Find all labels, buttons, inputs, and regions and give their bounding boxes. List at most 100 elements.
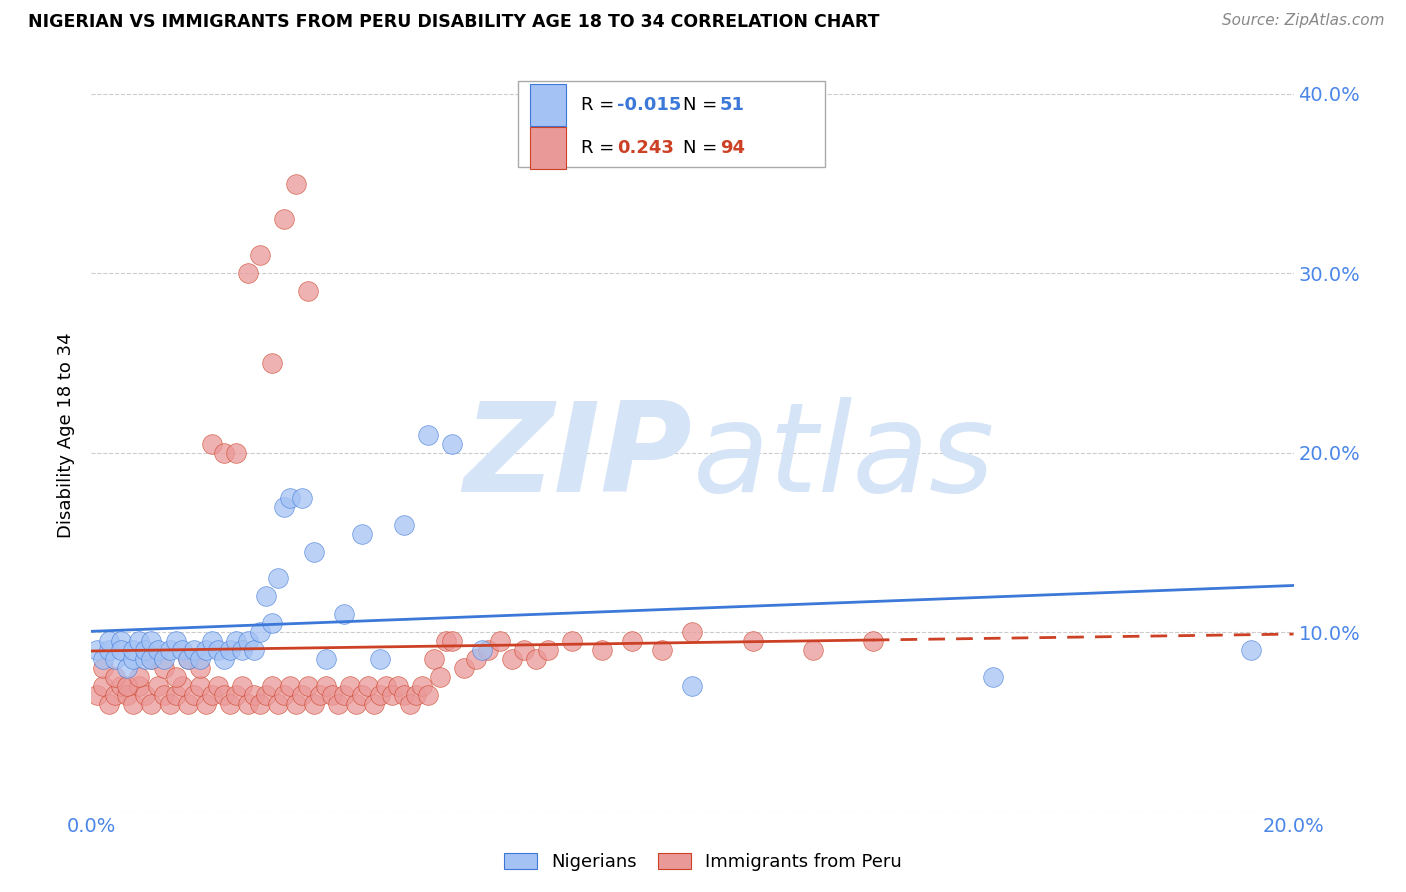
Point (392, 688, 415, 702)
Point (212, 688, 235, 702)
Point (254, 590, 277, 604)
Point (416, 428, 439, 442)
Point (357, 679, 380, 693)
Point (93, 661, 115, 675)
Bar (530, 84, 567, 126)
Point (110, 634, 132, 648)
Point (333, 688, 356, 702)
Point (399, 697, 422, 711)
Point (368, 652, 391, 666)
Point (134, 688, 156, 702)
Point (501, 652, 523, 666)
Point (128, 679, 150, 693)
Point (128, 670, 150, 684)
Point (152, 652, 174, 666)
Point (188, 679, 211, 693)
Point (267, 571, 290, 585)
Point (194, 643, 217, 657)
Point (344, 697, 367, 711)
Bar (530, 128, 567, 169)
Point (339, 679, 361, 693)
Point (98, 643, 121, 657)
Point (231, 643, 253, 657)
Point (278, 679, 301, 693)
Text: atlas: atlas (692, 397, 994, 518)
Text: -0.015: -0.015 (617, 95, 681, 114)
Point (104, 652, 127, 666)
Text: ZIP: ZIP (464, 397, 692, 518)
Point (212, 652, 235, 666)
Text: NIGERIAN VS IMMIGRANTS FROM PERU DISABILITY AGE 18 TO 34 CORRELATION CHART: NIGERIAN VS IMMIGRANTS FROM PERU DISABIL… (28, 13, 880, 31)
Point (218, 697, 240, 711)
Point (110, 643, 132, 657)
Point (122, 697, 145, 711)
Point (170, 643, 193, 657)
Point (350, 526, 373, 541)
Point (152, 661, 174, 675)
Point (489, 634, 512, 648)
Point (326, 697, 349, 711)
Point (183, 688, 205, 702)
Point (207, 643, 229, 657)
Point (176, 652, 198, 666)
Point (141, 697, 163, 711)
Point (591, 643, 613, 657)
Point (93, 652, 115, 666)
Point (218, 643, 240, 657)
Point (201, 437, 224, 451)
Point (254, 688, 277, 702)
Point (225, 688, 247, 702)
Point (621, 634, 644, 648)
Point (297, 285, 319, 299)
Point (152, 688, 174, 702)
Point (201, 634, 224, 648)
Legend: Nigerians, Immigrants from Peru: Nigerians, Immigrants from Peru (496, 846, 910, 879)
Point (104, 670, 127, 684)
Point (315, 652, 337, 666)
Text: 51: 51 (720, 95, 745, 114)
Point (333, 607, 356, 622)
Point (249, 625, 271, 640)
Point (273, 500, 295, 514)
Point (212, 446, 235, 460)
Point (387, 679, 409, 693)
Point (429, 670, 451, 684)
Point (176, 697, 198, 711)
Point (315, 679, 337, 693)
Text: N =: N = (683, 95, 723, 114)
Point (411, 679, 433, 693)
Point (242, 688, 264, 702)
Point (110, 679, 132, 693)
Point (122, 652, 145, 666)
Point (188, 652, 211, 666)
Point (134, 652, 156, 666)
Point (231, 679, 253, 693)
Point (183, 643, 205, 657)
Point (302, 544, 325, 558)
Point (236, 634, 259, 648)
Point (434, 634, 457, 648)
Point (368, 688, 391, 702)
Text: 94: 94 (720, 139, 745, 157)
Point (273, 688, 295, 702)
Point (537, 643, 560, 657)
Point (236, 697, 259, 711)
Point (284, 697, 307, 711)
Point (225, 634, 247, 648)
Point (236, 266, 259, 280)
Point (117, 661, 139, 675)
Point (278, 491, 301, 505)
Text: R =: R = (581, 139, 620, 157)
Point (93, 679, 115, 693)
Point (98, 634, 121, 648)
Point (561, 634, 583, 648)
Point (453, 661, 475, 675)
Point (194, 697, 217, 711)
Point (416, 688, 439, 702)
Point (291, 688, 314, 702)
Point (146, 679, 169, 693)
Point (524, 652, 547, 666)
Point (159, 643, 181, 657)
Point (201, 688, 224, 702)
Point (681, 625, 703, 640)
